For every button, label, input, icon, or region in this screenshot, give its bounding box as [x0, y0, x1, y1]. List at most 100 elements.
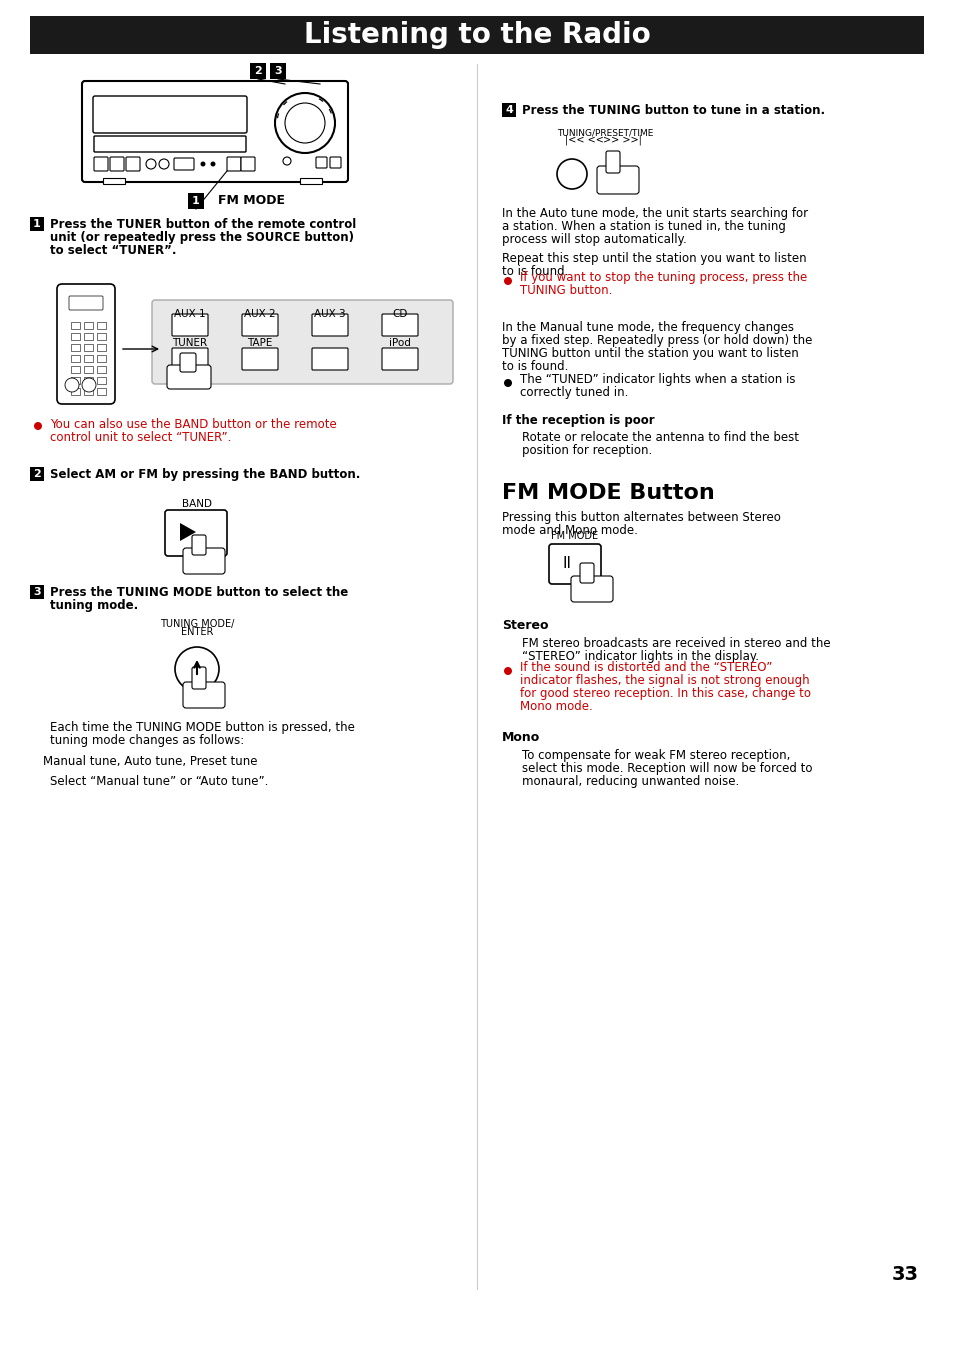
- Text: 4: 4: [504, 105, 513, 115]
- Bar: [97, 355, 106, 362]
- Bar: [84, 322, 92, 329]
- FancyBboxPatch shape: [192, 666, 206, 689]
- FancyBboxPatch shape: [312, 314, 348, 336]
- FancyBboxPatch shape: [57, 285, 115, 403]
- FancyBboxPatch shape: [173, 158, 193, 170]
- Text: To compensate for weak FM stereo reception,: To compensate for weak FM stereo recepti…: [521, 749, 789, 762]
- FancyBboxPatch shape: [571, 576, 613, 602]
- FancyBboxPatch shape: [94, 136, 246, 152]
- Bar: [84, 333, 92, 340]
- Bar: [84, 355, 92, 362]
- Bar: [97, 322, 106, 329]
- Text: Mono: Mono: [501, 731, 539, 745]
- Text: iPod: iPod: [389, 339, 411, 348]
- Bar: [71, 333, 80, 340]
- Text: 1: 1: [33, 219, 41, 229]
- Bar: [188, 193, 204, 209]
- Text: Press the TUNING MODE button to select the: Press the TUNING MODE button to select t…: [50, 585, 348, 599]
- Circle shape: [274, 93, 335, 152]
- Circle shape: [211, 162, 215, 166]
- Bar: [97, 333, 106, 340]
- Bar: [30, 585, 44, 599]
- FancyBboxPatch shape: [126, 156, 140, 171]
- Bar: [84, 389, 92, 395]
- FancyBboxPatch shape: [152, 299, 453, 384]
- Text: If the sound is distorted and the “STEREO”: If the sound is distorted and the “STERE…: [519, 661, 772, 674]
- Circle shape: [503, 666, 512, 674]
- Circle shape: [503, 277, 512, 285]
- Text: process will stop automatically.: process will stop automatically.: [501, 233, 686, 246]
- Bar: [97, 366, 106, 374]
- Text: by a fixed step. Repeatedly press (or hold down) the: by a fixed step. Repeatedly press (or ho…: [501, 335, 812, 347]
- FancyBboxPatch shape: [183, 683, 225, 708]
- Text: ENTER: ENTER: [181, 627, 213, 637]
- Text: >> >>|: >> >>|: [602, 135, 640, 144]
- Text: select this mode. Reception will now be forced to: select this mode. Reception will now be …: [521, 762, 812, 774]
- Text: TUNING button.: TUNING button.: [519, 285, 612, 297]
- Text: Each time the TUNING MODE button is pressed, the: Each time the TUNING MODE button is pres…: [50, 720, 355, 734]
- FancyBboxPatch shape: [242, 314, 277, 336]
- Text: Rotate or relocate the antenna to find the best: Rotate or relocate the antenna to find t…: [521, 430, 799, 444]
- FancyBboxPatch shape: [180, 353, 195, 372]
- Bar: [84, 376, 92, 384]
- Circle shape: [82, 378, 96, 393]
- Text: to is found.: to is found.: [501, 264, 568, 278]
- Text: II: II: [562, 557, 571, 572]
- Bar: [84, 366, 92, 374]
- FancyBboxPatch shape: [242, 348, 277, 370]
- FancyBboxPatch shape: [167, 366, 211, 389]
- Bar: [299, 178, 322, 183]
- FancyBboxPatch shape: [605, 151, 619, 173]
- Text: correctly tuned in.: correctly tuned in.: [519, 386, 628, 399]
- Text: 3: 3: [274, 66, 281, 76]
- Text: indicator flashes, the signal is not strong enough: indicator flashes, the signal is not str…: [519, 674, 809, 687]
- FancyBboxPatch shape: [548, 544, 600, 584]
- Text: Mono mode.: Mono mode.: [519, 700, 592, 714]
- Text: FM stereo broadcasts are received in stereo and the: FM stereo broadcasts are received in ste…: [521, 637, 830, 650]
- FancyBboxPatch shape: [241, 156, 254, 171]
- FancyBboxPatch shape: [172, 348, 208, 370]
- Text: “STEREO” indicator lights in the display.: “STEREO” indicator lights in the display…: [521, 650, 759, 662]
- FancyBboxPatch shape: [330, 156, 340, 169]
- Text: Select AM or FM by pressing the BAND button.: Select AM or FM by pressing the BAND but…: [50, 468, 360, 482]
- Text: Stereo: Stereo: [501, 619, 548, 631]
- Circle shape: [200, 162, 205, 166]
- Text: AUX 1: AUX 1: [174, 309, 206, 318]
- FancyBboxPatch shape: [579, 563, 594, 583]
- FancyBboxPatch shape: [172, 314, 208, 336]
- FancyBboxPatch shape: [165, 510, 227, 556]
- Text: for good stereo reception. In this case, change to: for good stereo reception. In this case,…: [519, 687, 810, 700]
- Text: TUNING button until the station you want to listen: TUNING button until the station you want…: [501, 347, 798, 360]
- FancyBboxPatch shape: [381, 314, 417, 336]
- Circle shape: [159, 159, 169, 169]
- FancyBboxPatch shape: [227, 156, 241, 171]
- Text: CD: CD: [392, 309, 407, 318]
- Text: mode and Mono mode.: mode and Mono mode.: [501, 523, 638, 537]
- Bar: [71, 355, 80, 362]
- Text: If you want to stop the tuning process, press the: If you want to stop the tuning process, …: [519, 271, 806, 285]
- Text: FM MODE: FM MODE: [551, 532, 598, 541]
- Text: a station. When a station is tuned in, the tuning: a station. When a station is tuned in, t…: [501, 220, 785, 233]
- Text: TAPE: TAPE: [247, 339, 273, 348]
- FancyBboxPatch shape: [312, 348, 348, 370]
- Text: 2: 2: [253, 66, 262, 76]
- Circle shape: [283, 156, 291, 165]
- Text: Manual tune, Auto tune, Preset tune: Manual tune, Auto tune, Preset tune: [43, 755, 257, 768]
- Text: Press the TUNER button of the remote control: Press the TUNER button of the remote con…: [50, 219, 355, 231]
- Text: 3: 3: [33, 587, 41, 598]
- Text: to select “TUNER”.: to select “TUNER”.: [50, 244, 176, 258]
- Text: BAND: BAND: [182, 499, 212, 509]
- FancyBboxPatch shape: [82, 81, 348, 182]
- Text: position for reception.: position for reception.: [521, 444, 652, 457]
- Text: |<< <<: |<< <<: [564, 135, 603, 144]
- Text: FM MODE Button: FM MODE Button: [501, 483, 714, 503]
- Polygon shape: [180, 523, 195, 541]
- Bar: [103, 178, 125, 183]
- Text: FM MODE: FM MODE: [218, 194, 285, 208]
- FancyBboxPatch shape: [92, 96, 247, 134]
- Bar: [250, 63, 266, 80]
- Bar: [71, 389, 80, 395]
- Bar: [30, 217, 44, 231]
- Bar: [30, 467, 44, 482]
- Text: tuning mode.: tuning mode.: [50, 599, 138, 612]
